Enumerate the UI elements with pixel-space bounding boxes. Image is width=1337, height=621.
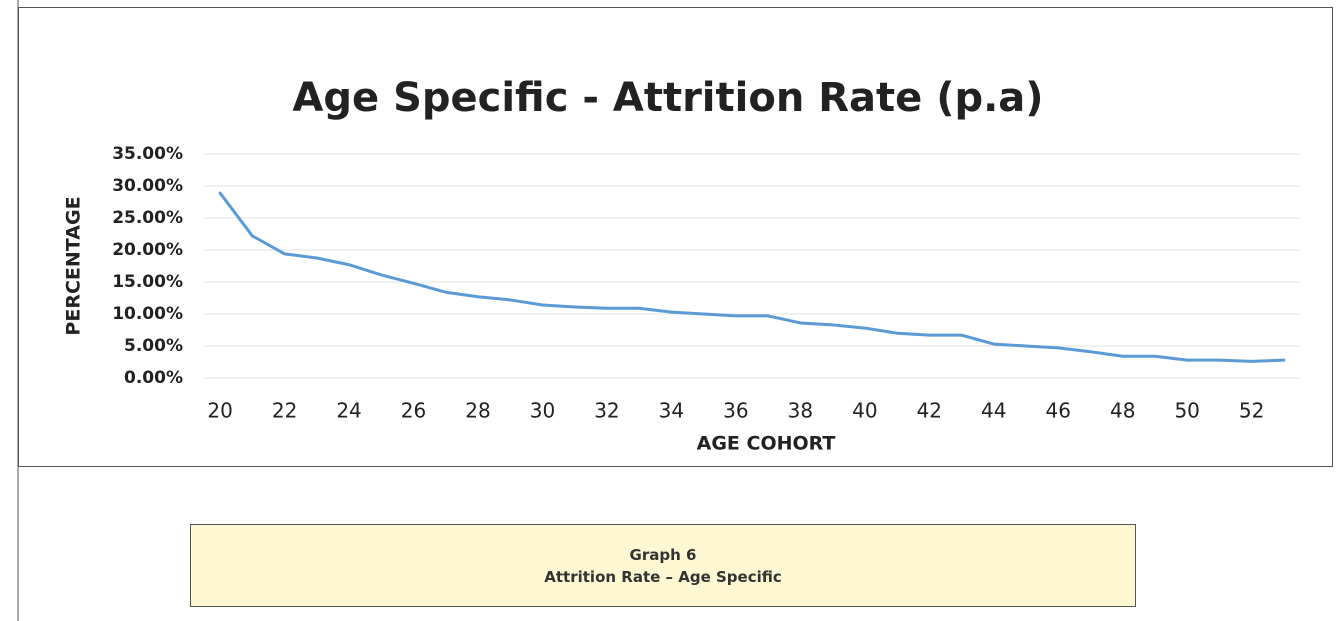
caption-box: Graph 6 Attrition Rate – Age Specific <box>190 524 1136 607</box>
x-tick-label: 22 <box>272 399 297 423</box>
x-axis-label: AGE COHORT <box>697 433 836 455</box>
x-tick-label: 40 <box>852 399 877 423</box>
x-tick-label: 52 <box>1239 399 1264 423</box>
x-tick-label: 30 <box>530 399 555 423</box>
y-tick-label: 30.00% <box>112 176 183 196</box>
caption-line: Attrition Rate – Age Specific <box>544 567 782 586</box>
x-tick-label: 38 <box>788 399 813 423</box>
y-tick-label: 0.00% <box>124 368 183 388</box>
x-tick-label: 28 <box>465 399 490 423</box>
x-tick-label: 42 <box>917 399 942 423</box>
y-tick-label: 25.00% <box>112 208 183 228</box>
x-tick-label: 48 <box>1110 399 1135 423</box>
x-tick-label: 34 <box>659 399 684 423</box>
x-tick-label: 44 <box>981 399 1006 423</box>
x-tick-label: 20 <box>207 399 232 423</box>
x-tick-label: 26 <box>401 399 426 423</box>
x-tick-label: 32 <box>594 399 619 423</box>
x-tick-label: 50 <box>1174 399 1199 423</box>
caption-line: Graph 6 <box>629 545 697 564</box>
data-line <box>218 191 1286 363</box>
y-tick-label: 20.00% <box>112 240 183 260</box>
x-tick-label: 24 <box>336 399 361 423</box>
x-tick-label: 36 <box>723 399 748 423</box>
x-tick-label: 46 <box>1046 399 1071 423</box>
chart-frame <box>18 7 1333 467</box>
y-tick-label: 15.00% <box>112 272 183 292</box>
chart-title: Age Specific - Attrition Rate (p.a) <box>292 75 1043 121</box>
y-axis-label: PERCENTAGE <box>63 196 85 335</box>
y-tick-label: 10.00% <box>112 304 183 324</box>
y-tick-label: 35.00% <box>112 144 183 164</box>
y-tick-label: 5.00% <box>124 336 183 356</box>
